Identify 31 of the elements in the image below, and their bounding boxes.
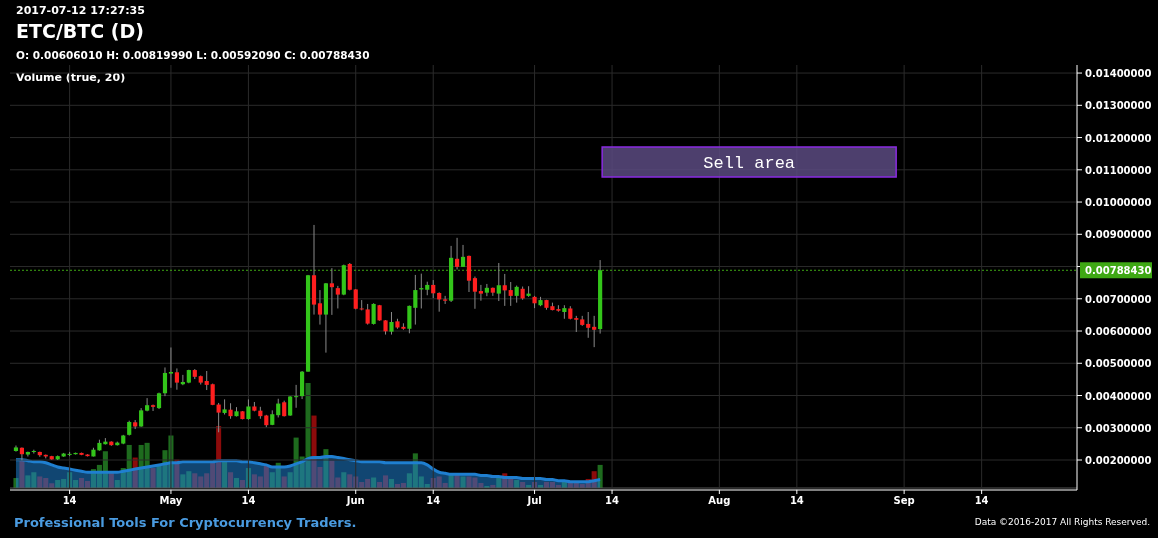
text: Data ©2016-2017 All Rights Reserved.	[974, 517, 1150, 527]
x-tick-label: 14	[974, 495, 989, 506]
y-tick-label: 0.01300000	[1085, 100, 1152, 112]
annotation: Sell area	[703, 154, 796, 173]
y-tick-label: 0.00300000	[1085, 422, 1152, 434]
x-tick-label: 14	[426, 495, 441, 506]
chart-title: ETC/BTC (D)	[16, 20, 144, 42]
text: Professional Tools For Cryptocurrency Traders.	[14, 515, 357, 530]
x-tick-label: 14	[605, 495, 620, 506]
y-tick-label: 0.00400000	[1085, 390, 1152, 402]
x-tick-label: Sep	[893, 495, 915, 506]
ref-line-label: 0.00788430	[1085, 265, 1152, 277]
y-tick-label: 0.00500000	[1085, 358, 1152, 370]
x-tick-label: 14	[241, 495, 256, 506]
y-tick-label: 0.00200000	[1085, 455, 1152, 467]
y-tick-label: 0.01200000	[1085, 132, 1152, 144]
text: O: 0.00606010 H: 0.00819990 L: 0.00592090 C: 0.00788430	[16, 49, 370, 61]
y-tick-label: 0.00900000	[1085, 229, 1152, 241]
y-tick-label: 0.00600000	[1085, 326, 1152, 338]
x-tick-label: 14	[62, 495, 77, 506]
chart-subtitle: 2017-07-12 17:27:35	[16, 4, 145, 17]
x-tick-label: Aug	[708, 495, 731, 506]
y-tick-label: 0.01000000	[1085, 197, 1152, 209]
x-tick-label: May	[159, 495, 183, 506]
y-tick-label: 0.00700000	[1085, 293, 1152, 305]
chart-title: Volume (true, 20)	[16, 71, 126, 84]
y-tick-label: 0.01400000	[1085, 68, 1152, 80]
x-tick-label: Jul	[526, 495, 542, 506]
x-tick-label: Jun	[345, 495, 365, 506]
y-tick-label: 0.01100000	[1085, 164, 1152, 176]
x-tick-label: 14	[789, 495, 804, 506]
